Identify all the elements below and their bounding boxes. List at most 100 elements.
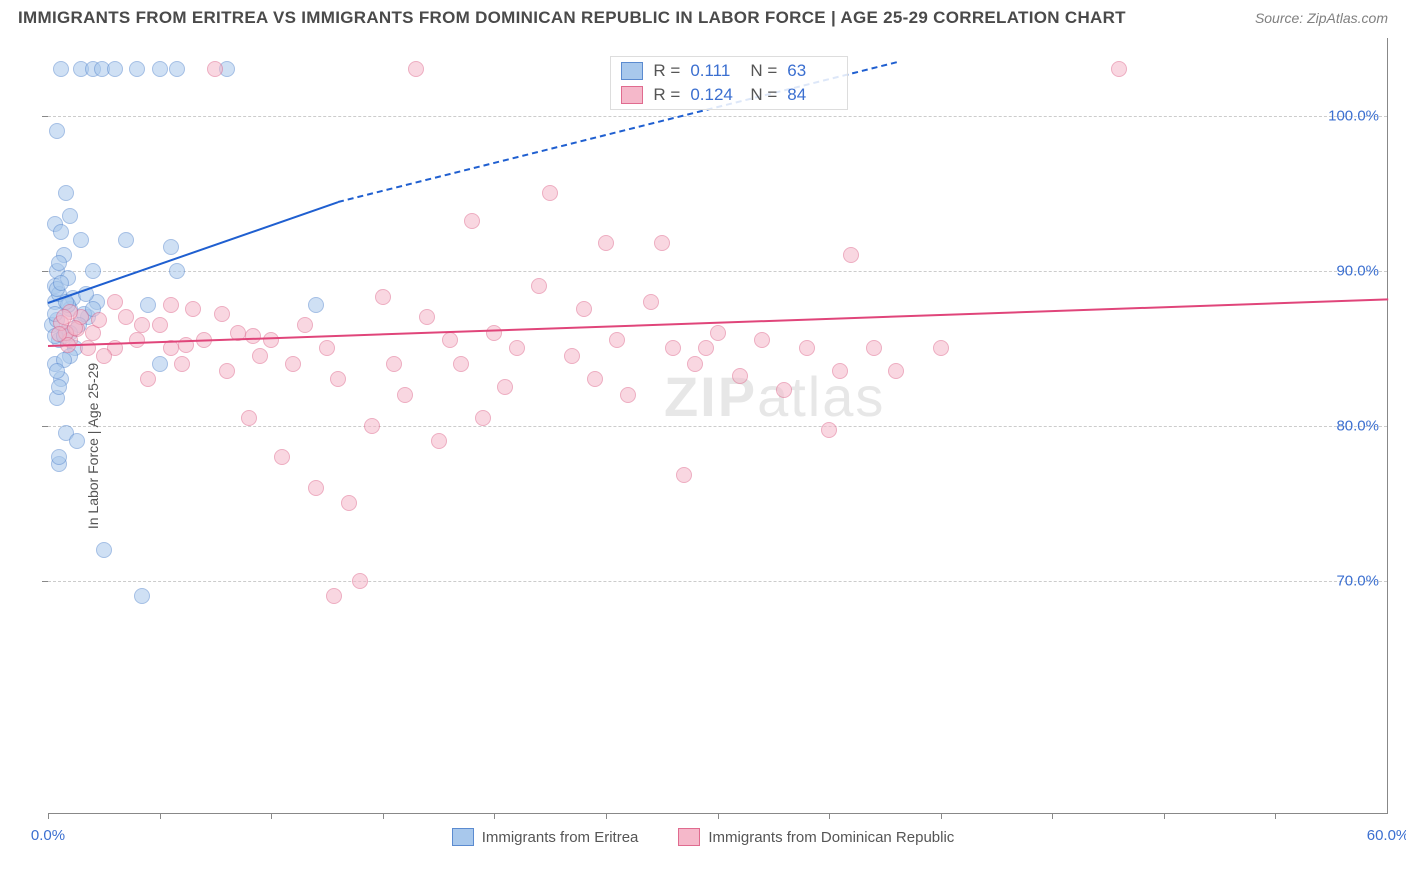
n-label: N = xyxy=(750,85,777,105)
legend-stats-row: R =0.124N =84 xyxy=(621,85,837,105)
data-point xyxy=(676,467,692,483)
x-tick-mark xyxy=(1052,813,1053,819)
data-point xyxy=(107,61,123,77)
y-tick-label: 70.0% xyxy=(1336,572,1379,589)
r-value: 0.111 xyxy=(690,61,740,81)
x-tick-label: 60.0% xyxy=(1367,827,1406,844)
data-point xyxy=(91,312,107,328)
data-point xyxy=(219,363,235,379)
n-label: N = xyxy=(750,61,777,81)
r-label: R = xyxy=(653,61,680,81)
data-point xyxy=(163,297,179,313)
data-point xyxy=(408,61,424,77)
data-point xyxy=(620,387,636,403)
data-point xyxy=(364,418,380,434)
data-point xyxy=(453,356,469,372)
data-point xyxy=(732,368,748,384)
data-point xyxy=(1111,61,1127,77)
gridline-h xyxy=(48,116,1387,117)
legend-swatch xyxy=(621,86,643,104)
data-point xyxy=(687,356,703,372)
data-point xyxy=(152,317,168,333)
data-point xyxy=(497,379,513,395)
x-tick-mark xyxy=(1275,813,1276,819)
x-tick-mark xyxy=(383,813,384,819)
data-point xyxy=(475,410,491,426)
data-point xyxy=(531,278,547,294)
data-point xyxy=(96,542,112,558)
data-point xyxy=(464,213,480,229)
data-point xyxy=(698,340,714,356)
legend-stats: R =0.111N =63R =0.124N =84 xyxy=(610,56,848,110)
data-point xyxy=(843,247,859,263)
data-point xyxy=(58,185,74,201)
data-point xyxy=(207,61,223,77)
data-point xyxy=(69,433,85,449)
plot-area: ZIPatlas 70.0%80.0%90.0%100.0%R =0.111N … xyxy=(48,38,1388,814)
data-point xyxy=(134,588,150,604)
data-point xyxy=(118,309,134,325)
x-tick-mark xyxy=(271,813,272,819)
data-point xyxy=(49,363,65,379)
data-point xyxy=(442,332,458,348)
data-point xyxy=(832,363,848,379)
data-point xyxy=(933,340,949,356)
data-point xyxy=(169,61,185,77)
x-tick-mark xyxy=(941,813,942,819)
data-point xyxy=(598,235,614,251)
data-point xyxy=(330,371,346,387)
data-point xyxy=(252,348,268,364)
gridline-h xyxy=(48,271,1387,272)
data-point xyxy=(776,382,792,398)
data-point xyxy=(245,328,261,344)
data-point xyxy=(140,371,156,387)
data-point xyxy=(386,356,402,372)
data-point xyxy=(49,123,65,139)
data-point xyxy=(888,363,904,379)
gridline-h xyxy=(48,581,1387,582)
data-point xyxy=(169,263,185,279)
x-tick-mark xyxy=(48,813,49,819)
data-point xyxy=(129,332,145,348)
data-point xyxy=(85,263,101,279)
y-tick-label: 90.0% xyxy=(1336,262,1379,279)
trendline xyxy=(48,201,339,304)
data-point xyxy=(308,480,324,496)
data-point xyxy=(73,232,89,248)
y-tick-mark xyxy=(42,426,48,427)
data-point xyxy=(51,379,67,395)
data-point xyxy=(174,356,190,372)
data-point xyxy=(564,348,580,364)
y-tick-label: 100.0% xyxy=(1328,107,1379,124)
source-link[interactable]: Source: ZipAtlas.com xyxy=(1255,10,1388,26)
data-point xyxy=(62,208,78,224)
y-tick-mark xyxy=(42,116,48,117)
y-tick-mark xyxy=(42,271,48,272)
data-point xyxy=(140,297,156,313)
data-point xyxy=(51,326,67,342)
r-label: R = xyxy=(653,85,680,105)
data-point xyxy=(56,309,72,325)
data-point xyxy=(821,422,837,438)
legend-swatch xyxy=(678,828,700,846)
data-point xyxy=(326,588,342,604)
data-point xyxy=(375,289,391,305)
data-point xyxy=(51,449,67,465)
data-point xyxy=(319,340,335,356)
x-tick-mark xyxy=(160,813,161,819)
x-tick-mark xyxy=(494,813,495,819)
data-point xyxy=(214,306,230,322)
data-point xyxy=(129,61,145,77)
r-value: 0.124 xyxy=(690,85,740,105)
legend-bottom: Immigrants from EritreaImmigrants from D… xyxy=(18,828,1388,846)
legend-item: Immigrants from Dominican Republic xyxy=(678,828,954,846)
data-point xyxy=(53,224,69,240)
title-bar: IMMIGRANTS FROM ERITREA VS IMMIGRANTS FR… xyxy=(0,0,1406,32)
legend-swatch xyxy=(452,828,474,846)
chart-title: IMMIGRANTS FROM ERITREA VS IMMIGRANTS FR… xyxy=(18,8,1126,28)
data-point xyxy=(754,332,770,348)
data-point xyxy=(152,356,168,372)
n-value: 63 xyxy=(787,61,837,81)
y-tick-mark xyxy=(42,581,48,582)
data-point xyxy=(654,235,670,251)
